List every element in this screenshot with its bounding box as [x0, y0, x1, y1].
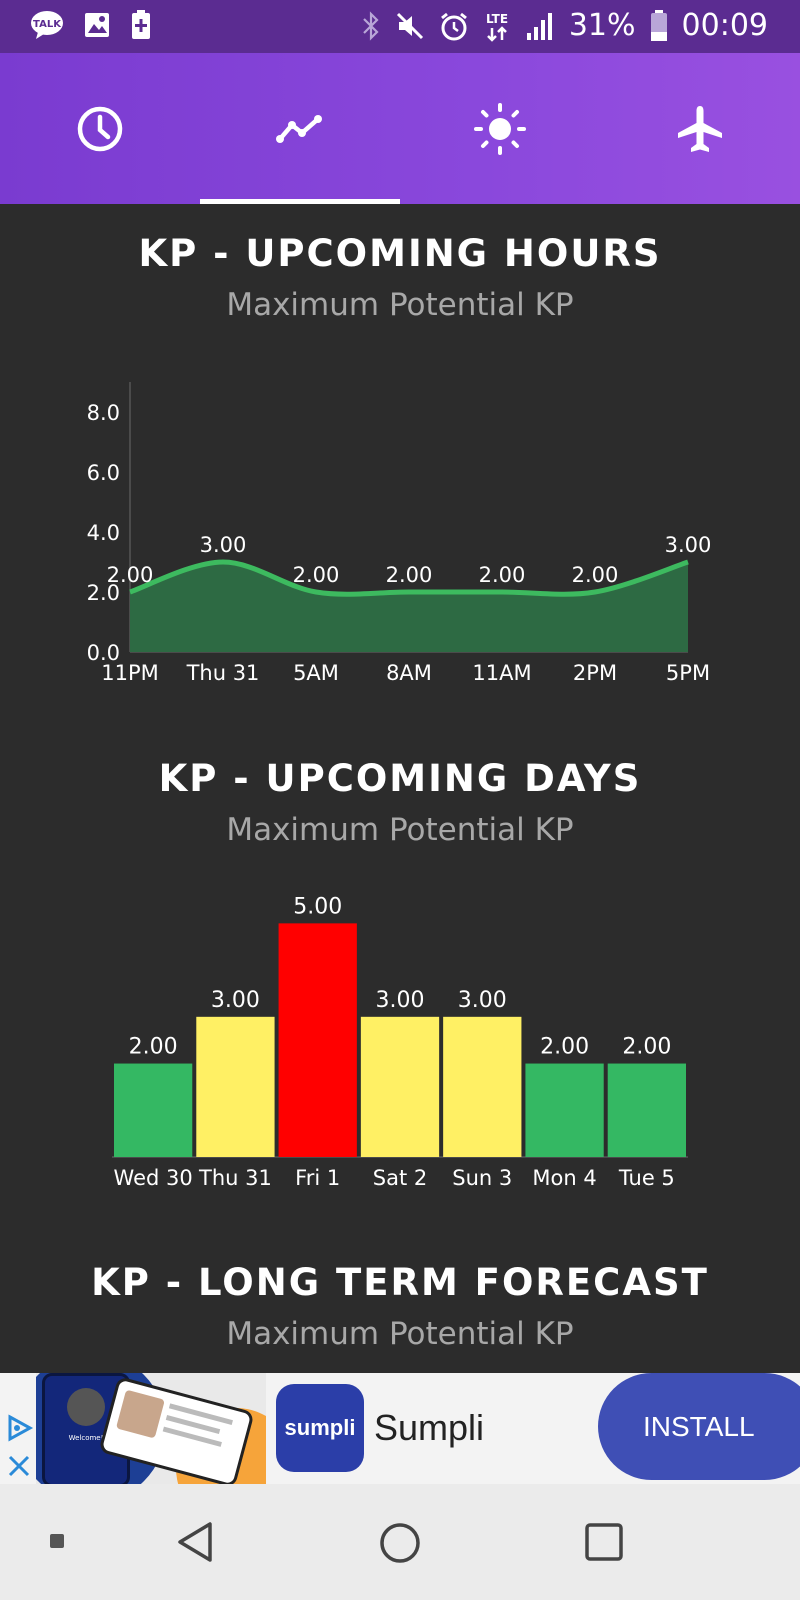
bar	[607, 1063, 686, 1157]
x-tick-label: 5PM	[666, 661, 710, 685]
ad-phone-text: Welcome!	[68, 1434, 104, 1442]
hours-title: KP - UPCOMING HOURS	[138, 232, 662, 275]
x-tick-label: Fri 1	[295, 1166, 340, 1190]
data-label: 2.00	[572, 563, 619, 587]
data-label: 2.00	[540, 1035, 589, 1060]
bar	[360, 1016, 440, 1157]
x-tick-label: 8AM	[386, 661, 432, 685]
ad-logo-text: sumpli	[284, 1415, 356, 1440]
long-term-title: KP - LONG TERM FORECAST	[91, 1261, 709, 1304]
ad-app-name[interactable]: Sumpli	[374, 1407, 485, 1448]
data-label: 2.00	[293, 563, 340, 587]
data-label: 3.00	[200, 533, 247, 557]
data-label: 3.00	[665, 533, 712, 557]
back-icon[interactable]	[176, 1520, 216, 1564]
clock-icon	[77, 106, 123, 151]
data-label: 2.00	[129, 1035, 178, 1060]
ad-choices-icon[interactable]	[4, 1413, 34, 1443]
sun-icon	[474, 102, 526, 155]
data-label: 5.00	[293, 894, 342, 919]
data-label: 2.00	[386, 563, 433, 587]
airplane-icon	[678, 105, 722, 152]
x-tick-label: Thu 31	[198, 1166, 272, 1190]
data-label: 2.00	[107, 563, 154, 587]
alarm-icon	[440, 12, 467, 40]
battery-icon	[650, 9, 667, 41]
data-label: 2.00	[622, 1035, 671, 1060]
bar	[114, 1063, 193, 1157]
ad-app-logo[interactable]: sumpli	[276, 1384, 364, 1472]
tab-chart[interactable]	[200, 53, 400, 204]
days-title: KP - UPCOMING DAYS	[158, 757, 642, 800]
x-tick-label: Mon 4	[532, 1166, 596, 1190]
bar	[278, 923, 357, 1157]
overview-icon[interactable]	[584, 1522, 624, 1562]
days-subtitle: Maximum Potential KP	[226, 812, 574, 848]
mute-icon	[396, 12, 423, 39]
ad-banner[interactable]: Welcome! sumpli Sumpli INSTALL	[0, 1373, 800, 1484]
bar	[443, 1016, 522, 1157]
y-tick-label: 4.0	[87, 521, 120, 545]
data-label: 3.00	[376, 988, 425, 1013]
ad-image[interactable]: Welcome!	[36, 1373, 266, 1484]
long-term-subtitle: Maximum Potential KP	[226, 1316, 574, 1352]
bar	[196, 1016, 275, 1157]
x-tick-label: Wed 30	[114, 1166, 193, 1190]
ad-close-icon[interactable]	[6, 1453, 32, 1479]
status-bar: TALK LTE	[0, 0, 800, 53]
data-label: 2.00	[479, 563, 526, 587]
x-tick-label: Tue 5	[618, 1166, 675, 1190]
x-tick-label: Thu 31	[186, 661, 260, 685]
tab-bar	[0, 53, 800, 204]
y-tick-label: 6.0	[87, 461, 120, 485]
bluetooth-icon	[363, 10, 379, 41]
series-line	[129, 559, 689, 597]
tab-airplane[interactable]	[600, 53, 800, 204]
x-tick-label: 11PM	[101, 661, 159, 685]
x-tick-label: 2PM	[573, 661, 617, 685]
install-button[interactable]: INSTALL	[598, 1373, 800, 1480]
tab-indicator	[200, 199, 400, 204]
chart-line-icon	[276, 114, 322, 143]
data-label: 3.00	[211, 988, 260, 1013]
tab-clock[interactable]	[0, 53, 200, 204]
tab-sun[interactable]	[400, 53, 600, 204]
x-tick-label: Sat 2	[373, 1166, 427, 1190]
battery-percent: 31%	[568, 8, 636, 43]
talk-icon: TALK	[31, 11, 63, 39]
battery-saver-icon	[132, 10, 150, 39]
area-fill	[130, 562, 688, 652]
hours-subtitle: Maximum Potential KP	[226, 287, 574, 323]
y-tick-label: 0.0	[87, 641, 120, 665]
y-tick-label: 8.0	[87, 401, 120, 425]
image-icon	[85, 13, 109, 37]
navigation-bar	[0, 1484, 800, 1600]
lte-icon: LTE	[486, 12, 508, 42]
x-tick-label: 5AM	[293, 661, 339, 685]
lte-label: LTE	[486, 12, 508, 26]
hours-area-chart: 0.0 2.0 4.0 6.0 8.0 2.00 11PM 3.00 Thu 31 2.00 5AM…	[87, 382, 712, 685]
y-tick-label: 2.0	[87, 581, 120, 605]
x-tick-label: 11AM	[472, 661, 531, 685]
home-icon[interactable]	[379, 1522, 421, 1564]
talk-label: TALK	[33, 19, 62, 30]
clock-time: 00:09	[681, 8, 768, 43]
recent-dot-icon[interactable]	[50, 1534, 64, 1548]
bar	[525, 1063, 604, 1157]
signal-icon	[526, 12, 552, 40]
data-label: 3.00	[458, 988, 507, 1013]
x-tick-label: Sun 3	[452, 1166, 512, 1190]
days-bar-chart: 2.00 Wed 30 3.00 Thu 31 5.00 Fri 1 3.00 Sat 2 3.…	[112, 894, 688, 1190]
